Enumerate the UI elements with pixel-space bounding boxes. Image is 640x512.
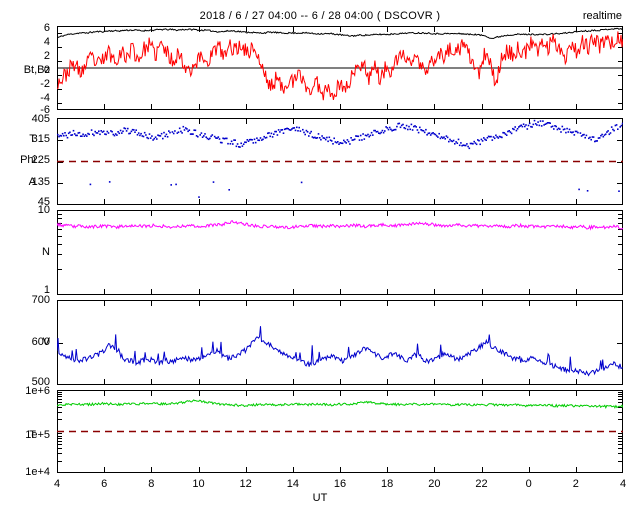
x-axis-tick-12: 4 — [619, 478, 627, 490]
panel2-axis-label-t: T — [29, 133, 36, 145]
x-axis-tick-8: 20 — [428, 478, 441, 490]
x-axis-tick-4: 12 — [239, 478, 252, 490]
x-axis-tick-5: 14 — [286, 478, 299, 490]
panel1-ytick-0: 6 — [43, 22, 50, 34]
panel3-plot — [57, 210, 623, 295]
panel4-ytick-1: 600 — [31, 336, 50, 348]
x-axis-tick-2: 8 — [148, 478, 155, 490]
panel4-plot — [57, 300, 623, 385]
panel5-ytick-0: 1e+6 — [25, 385, 50, 397]
panel2-ytick-2: 225 — [31, 154, 50, 166]
panel1-plot — [57, 26, 623, 110]
panel1-ytick-3: 0 — [43, 64, 50, 76]
panel1-ytick-2: 2 — [43, 50, 50, 62]
panel2-ytick-4: 45 — [37, 196, 50, 208]
panel2-ytick-0: 405 — [31, 113, 50, 125]
panel3-axis-label: N — [42, 246, 50, 258]
panel5-axis-label: T — [29, 429, 36, 441]
x-axis-tick-7: 18 — [381, 478, 394, 490]
panel2-ytick-3: 135 — [31, 176, 50, 188]
panel2-plot — [57, 118, 623, 205]
panel5-plot — [57, 390, 623, 473]
panel1-axis-label: Bt,Bz — [23, 64, 50, 76]
panel1-ytick-5: -4 — [40, 92, 50, 104]
panel2-axis-label-phi: Phi — [20, 154, 36, 166]
x-axis-tick-9: 22 — [475, 478, 488, 490]
x-axis-label: UT — [312, 492, 328, 504]
panel3-ytick-1: 1 — [43, 284, 50, 296]
x-axis-tick-3: 10 — [192, 478, 205, 490]
panel3-ytick-0: 10 — [37, 204, 50, 216]
x-axis-tick-6: 16 — [333, 478, 347, 490]
panel5-ytick-2: 1e+4 — [25, 466, 50, 478]
x-axis-ticks: 4 6 8 10 12 14 16 18 20 22 0 2 4 — [0, 478, 640, 494]
x-axis-tick-0: 4 — [53, 478, 61, 490]
panel2-axis-label-a: A — [28, 176, 36, 188]
panel4-axis-label: V — [42, 336, 50, 348]
panel1-ytick-4: -2 — [40, 78, 50, 90]
realtime-label: realtime — [582, 10, 622, 22]
panel4-ytick-0: 700 — [31, 294, 50, 306]
x-axis-tick-11: 2 — [572, 478, 579, 490]
x-axis-tick-10: 0 — [525, 478, 532, 490]
x-axis-tick-1: 6 — [101, 478, 108, 490]
panel4-ytick-2: 500 — [31, 376, 50, 388]
panel1-ytick-1: 4 — [43, 36, 50, 48]
panel5-ytick-1: 1e+5 — [25, 429, 50, 441]
panel1-ytick-6: -6 — [40, 104, 50, 116]
page-title: 2018 / 6 / 27 04:00 -- 6 / 28 04:00 ( DS… — [199, 10, 441, 22]
panel2-ytick-1: 315 — [31, 133, 50, 145]
